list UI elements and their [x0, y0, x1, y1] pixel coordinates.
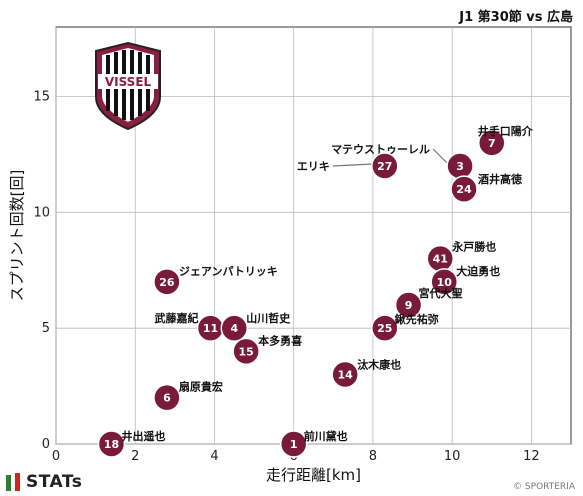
- point-marker: [279, 430, 308, 458]
- point-marker: [371, 152, 399, 180]
- point-marker: [232, 337, 260, 366]
- player-name: 汰木康也: [357, 358, 401, 372]
- point-marker: [153, 268, 181, 296]
- jersey-number: 1: [290, 438, 298, 451]
- point-marker: [394, 291, 423, 319]
- player-name: 山川哲史: [246, 311, 291, 325]
- x-tick-label: 8: [369, 449, 377, 464]
- jersey-number: 18: [104, 438, 119, 451]
- player-name: 武藤嘉紀: [155, 311, 199, 325]
- jersey-number: 14: [338, 369, 354, 382]
- player-name: 前川黛也: [304, 429, 348, 443]
- player-name: 扇原貴宏: [179, 380, 223, 394]
- data-point: 27 エリキ: [297, 152, 399, 180]
- player-name: 井手口陽介: [478, 124, 534, 138]
- player-name: 永戸勝也: [451, 240, 496, 254]
- data-point: 3 マテウストゥーレル: [331, 143, 474, 180]
- y-tick-label: 5: [42, 321, 50, 336]
- jersey-number: 10: [437, 276, 453, 289]
- player-name: 酒井高徳: [478, 172, 522, 186]
- label-leaders: [332, 148, 449, 167]
- y-tick-label: 10: [33, 205, 50, 220]
- logo-text: VISSEL: [105, 75, 152, 89]
- data-point: 11 武藤嘉紀: [155, 311, 225, 342]
- jersey-number: 25: [377, 322, 392, 335]
- data-point: 24 酒井高徳: [450, 172, 522, 203]
- data-point: 26 ジェアンパトリッキ: [153, 265, 278, 296]
- data-point: 4 山川哲史: [220, 311, 291, 342]
- player-name: 宮代大聖: [419, 286, 463, 300]
- jersey-number: 15: [238, 345, 253, 358]
- point-marker: [97, 430, 126, 458]
- vissel-logo: VISSEL: [95, 41, 161, 131]
- x-tick-label: 12: [523, 449, 540, 464]
- x-tick-label: 4: [210, 449, 218, 464]
- x-axis-label: 走行距離[km]: [266, 466, 361, 484]
- x-tick-label: 2: [131, 449, 139, 464]
- data-point: 9 宮代大聖: [394, 286, 463, 319]
- jersey-number: 27: [377, 160, 392, 173]
- point-marker: [430, 268, 458, 296]
- data-point: 1 前川黛也: [279, 429, 348, 458]
- player-name: エリキ: [297, 160, 330, 173]
- point-marker: [450, 175, 478, 203]
- jersey-number: 11: [203, 322, 218, 335]
- brand-footer: STATs: [6, 472, 82, 492]
- data-point: 15 本多勇喜: [232, 333, 302, 366]
- leader-line: [332, 163, 373, 167]
- leader-line: [432, 148, 449, 165]
- player-name: マテウストゥーレル: [331, 143, 430, 156]
- player-name: ジェアンパトリッキ: [179, 265, 278, 278]
- point-marker: [371, 314, 399, 342]
- y-axis-label: スプリント回数[回]: [8, 170, 26, 302]
- jersey-number: 24: [456, 183, 472, 196]
- x-tick-label: 0: [52, 449, 60, 464]
- y-tick-label: 0: [42, 437, 50, 452]
- stats-brand: STATs: [26, 472, 83, 492]
- match-title: J1 第30節 vs 広島: [459, 10, 573, 25]
- point-marker: [153, 383, 181, 412]
- data-point: 6 扇原貴宏: [153, 380, 223, 412]
- x-tick-label: 10: [444, 449, 461, 464]
- jersey-number: 41: [433, 253, 448, 266]
- point-marker: [220, 314, 249, 342]
- jersey-number: 3: [456, 160, 464, 173]
- point-marker: [331, 360, 359, 389]
- jersey-number: 6: [163, 392, 171, 405]
- grid-lines: [55, 27, 571, 445]
- player-name: 本多勇喜: [258, 333, 302, 347]
- player-name: 井出遥也: [121, 429, 165, 443]
- copyright: © SPORTERIA: [513, 482, 575, 492]
- jersey-number: 9: [405, 299, 413, 312]
- point-marker: [478, 129, 506, 157]
- jersey-number: 4: [230, 322, 238, 335]
- stats-logo-icon: [6, 473, 20, 491]
- player-name: 大迫勇也: [456, 264, 500, 278]
- player-name: 鍬先祐弥: [395, 312, 439, 326]
- jersey-number: 26: [159, 276, 175, 289]
- y-tick-label: 15: [33, 90, 50, 105]
- jersey-number: 7: [488, 137, 496, 150]
